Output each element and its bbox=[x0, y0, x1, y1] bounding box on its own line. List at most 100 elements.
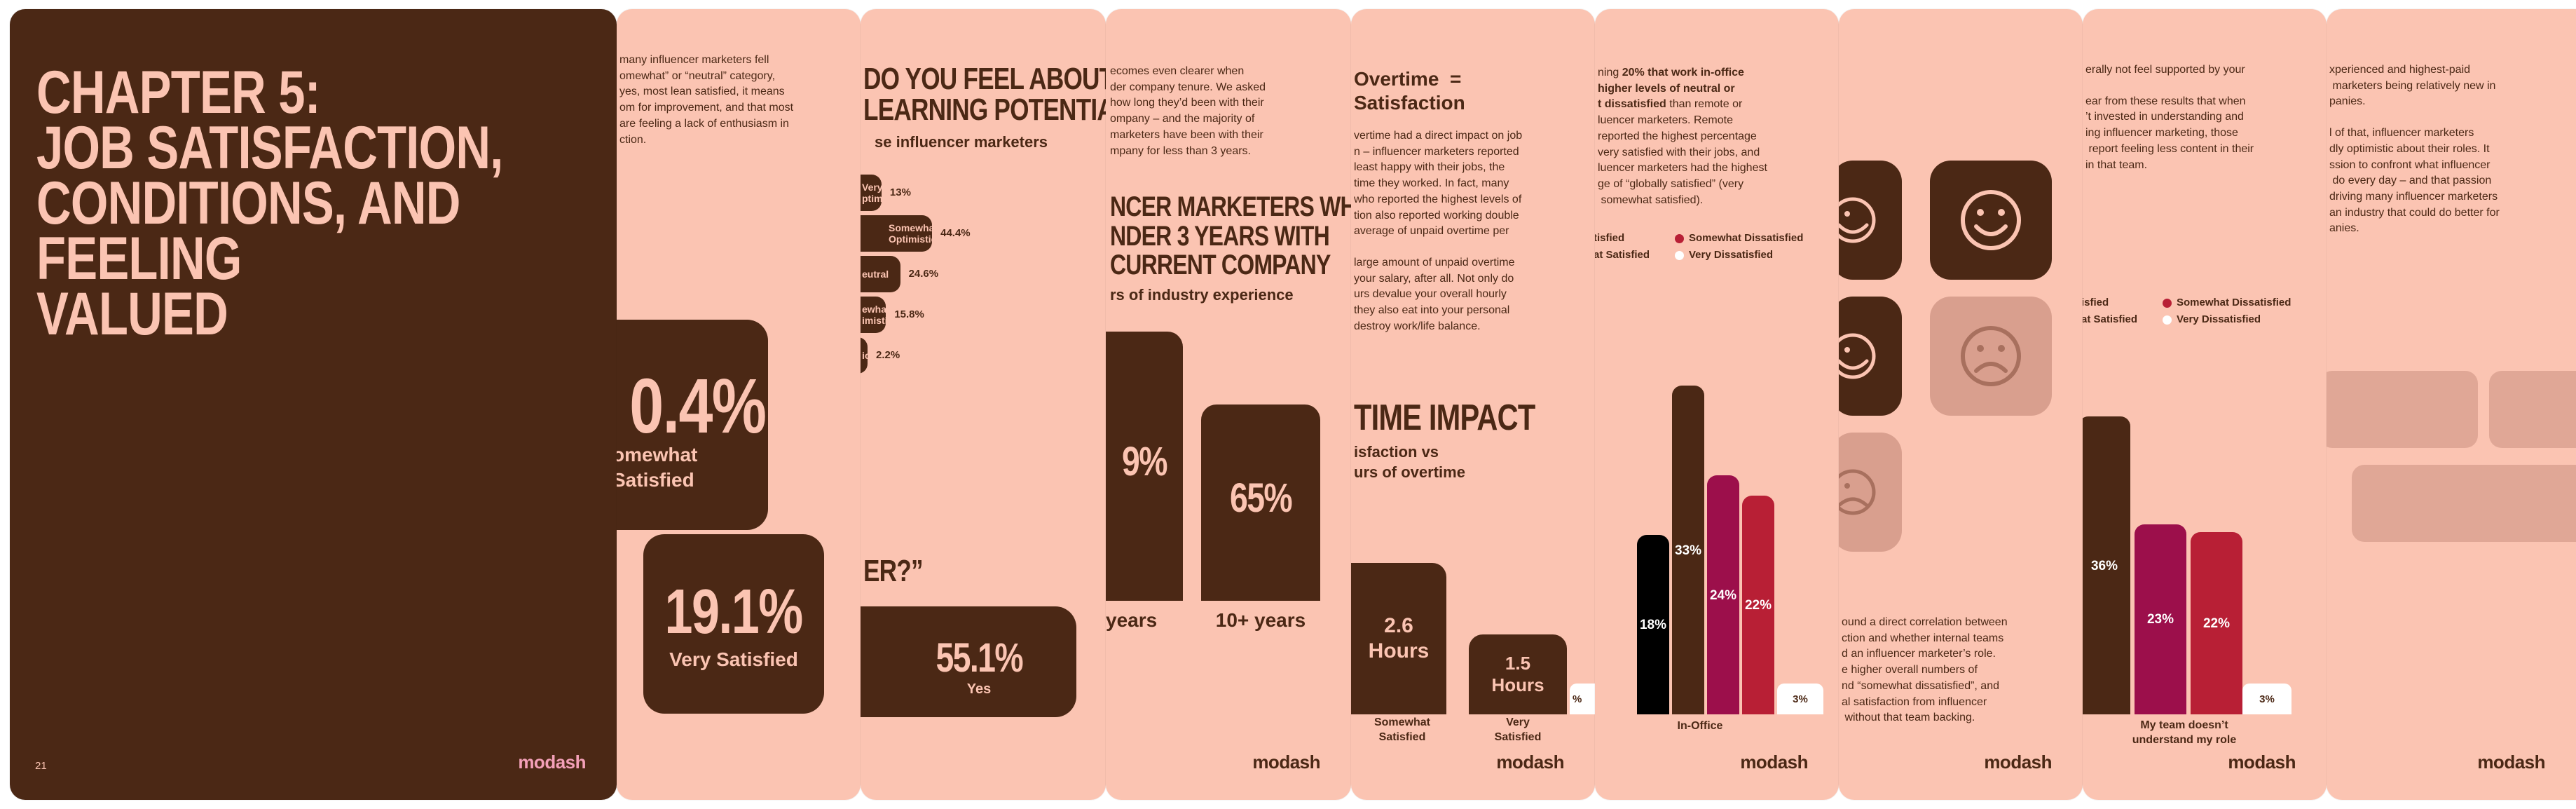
hbar: ewhat imistic bbox=[861, 297, 893, 333]
text-segment: ning bbox=[1598, 67, 1622, 79]
text-line: an industry that could do better for bbox=[2329, 206, 2500, 219]
page-conclusion: xperienced and highest-paid marketers be… bbox=[2327, 9, 2576, 800]
vbar-value: 33% bbox=[1674, 543, 1702, 558]
text-line: somewhat satisfied). bbox=[1598, 193, 1767, 209]
bar-label: Somewhat Satisfied bbox=[1373, 716, 1430, 743]
text-line: ction. bbox=[619, 133, 647, 146]
text-segment: than remote or bbox=[1666, 98, 1743, 111]
vbar bbox=[2191, 532, 2242, 714]
vbar-value: 18% bbox=[1639, 618, 1667, 633]
text-segment: t dissatisfied bbox=[1598, 98, 1666, 111]
stat-value: 19.1% bbox=[664, 577, 804, 647]
legend-swatch bbox=[2163, 298, 2172, 308]
text-segment: very satisfied with their jobs, and bbox=[1598, 146, 1760, 158]
text-line: reported the highest percentage bbox=[1598, 129, 1767, 145]
legend-label: at Satisfied bbox=[1595, 249, 1650, 261]
modash-logo: modash bbox=[518, 752, 586, 773]
legend-item: Very Dissatisfied bbox=[1675, 249, 1773, 261]
text-line: xperienced and highest-paid bbox=[2329, 64, 2471, 76]
modash-logo: modash bbox=[2477, 752, 2545, 773]
vbar-value: 24% bbox=[1709, 587, 1737, 603]
text-line: large amount of unpaid overtime bbox=[1354, 257, 1515, 269]
hbar-label-line: ic bbox=[862, 350, 870, 361]
sad-face-icon bbox=[1839, 469, 1876, 515]
page-satisfaction-stats: many influencer marketers fell omewhat” … bbox=[617, 9, 861, 800]
page-company-tenure: ecomes even clearer when der company ten… bbox=[1106, 9, 1351, 800]
text-line: are feeling a lack of enthusiasm in bbox=[619, 117, 789, 130]
legend-label: Very Dissatisfied bbox=[1689, 249, 1774, 261]
legend-swatch bbox=[1675, 250, 1684, 260]
vbar bbox=[1707, 475, 1739, 714]
bar-label: 10+ years bbox=[1215, 609, 1306, 631]
body-text: ning 20% that work in-office higher level… bbox=[1598, 65, 1767, 208]
vbar bbox=[1637, 535, 1669, 714]
bar-very-satisfied-overtime: 1.5 Hours bbox=[1469, 634, 1567, 714]
text-line: report feeling less content in their bbox=[2085, 142, 2254, 155]
page-overtime: Overtime = Satisfaction vertime had a di… bbox=[1351, 9, 1595, 800]
text-line: who reported the highest levels of bbox=[1354, 193, 1522, 205]
section-subheading: rs of industry experience bbox=[1110, 286, 1294, 304]
hbar-label-line: ptimistic bbox=[862, 193, 903, 204]
question-fragment: ER?” bbox=[863, 554, 924, 588]
legend-label: Somewhat Dissatisfied bbox=[1689, 232, 1804, 244]
text-line: very satisfied with their jobs, and bbox=[1598, 145, 1767, 161]
text-line: ge of “globally satisfied” (very bbox=[1598, 177, 1767, 193]
sad-face-tile bbox=[1839, 433, 1902, 552]
decorative-block bbox=[2352, 465, 2576, 542]
text-line: om for improvement, and that most bbox=[619, 102, 794, 114]
legend-item: isfied bbox=[2083, 297, 2109, 308]
body-text: ecomes even clearer when der company ten… bbox=[1110, 64, 1266, 159]
section-heading: TIME IMPACT bbox=[1354, 397, 1535, 438]
page-learning-potential: DO YOU FEEL ABOUT LEARNING POTENTIAL? se… bbox=[861, 9, 1106, 800]
bar-value: 2.6 Hours bbox=[1368, 614, 1430, 662]
hbar-label: Somewhat Optimistic bbox=[889, 222, 938, 245]
text-line: der company tenure. We asked bbox=[1110, 81, 1266, 93]
legend-label: Somewhat Dissatisfied bbox=[2177, 297, 2291, 308]
edge-value-badge: % bbox=[1570, 684, 1595, 714]
legend-item: at Satisfied bbox=[2083, 313, 2137, 325]
bar-10-plus-years: 65% bbox=[1201, 404, 1320, 601]
text-line: tion also reported working double bbox=[1354, 209, 1519, 222]
chapter-title-line: JOB SATISFACTION, bbox=[36, 114, 503, 182]
text-line: al satisfaction from influencer bbox=[1842, 695, 1987, 708]
smiley-tile bbox=[1839, 161, 1902, 280]
chapter-title-line: CHAPTER 5: bbox=[36, 59, 321, 126]
text-line bbox=[2085, 79, 2254, 94]
text-line: ning 20% that work in-office bbox=[1598, 65, 1767, 81]
stat-label: Very Satisfied bbox=[669, 648, 798, 670]
stat-value: 0.4% bbox=[629, 363, 767, 449]
text-line: do every day – and that passion bbox=[2329, 175, 2492, 187]
legend-item: Somewhat Dissatisfied bbox=[1675, 232, 1803, 244]
hbar: Somewhat Optimistic bbox=[861, 215, 938, 252]
section-subheading: se influencer marketers bbox=[875, 133, 1048, 151]
smiley-tile bbox=[1930, 161, 2052, 280]
text-line: l of that, influencer marketers bbox=[2329, 127, 2474, 140]
text-line: ssion to confront what influencer bbox=[2329, 158, 2491, 171]
modash-logo: modash bbox=[1252, 752, 1320, 773]
hbar: Very ptimistic bbox=[861, 175, 903, 211]
text-line: n – influencer marketers reported bbox=[1354, 145, 1519, 158]
text-line: least happy with their jobs, the bbox=[1354, 161, 1505, 174]
text-line: nd “somewhat dissatisfied”, and bbox=[1842, 679, 1999, 692]
category-label: In-Office bbox=[1677, 720, 1723, 732]
text-line: ing influencer marketing, those bbox=[2085, 127, 2238, 140]
text-line: how long they’d been with their bbox=[1110, 97, 1264, 109]
bar-value: 65% bbox=[1229, 475, 1293, 521]
stat-somewhat-satisfied: 0.4% omewhat Satisfied bbox=[617, 320, 768, 530]
text-line: many influencer marketers fell bbox=[619, 54, 769, 66]
vbar bbox=[1742, 495, 1774, 714]
text-line: ompany – and the majority of bbox=[1110, 113, 1255, 125]
small-value-badge: 3% bbox=[2242, 684, 2291, 714]
text-line: ’t invested in understanding and bbox=[2085, 111, 2244, 123]
vbar bbox=[1672, 386, 1704, 714]
intro-line: Satisfaction bbox=[1354, 92, 1465, 114]
hbar: eutral bbox=[861, 256, 900, 292]
bar-label: years bbox=[1106, 609, 1158, 631]
text-line: vertime had a direct impact on job bbox=[1354, 130, 1523, 142]
sad-face-icon bbox=[1961, 326, 2021, 386]
hbar-label: ic bbox=[862, 350, 870, 361]
smiley-icon bbox=[1961, 190, 2021, 250]
text-line: dly optimistic about their roles. It bbox=[2329, 142, 2490, 155]
text-line: ction and whether internal teams bbox=[1842, 632, 2004, 644]
text-line: d an influencer marketer’s role. bbox=[1842, 648, 1996, 660]
